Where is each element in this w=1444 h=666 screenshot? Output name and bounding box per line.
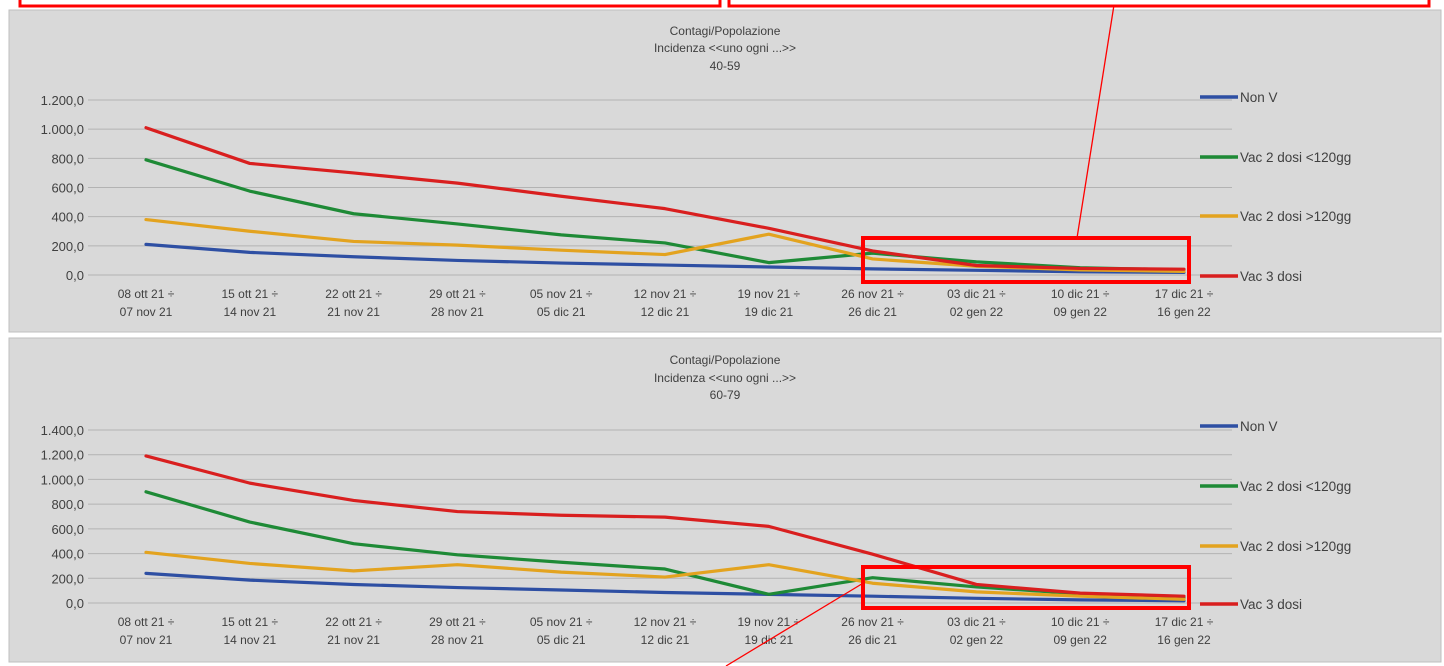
x-tick-label: 12 nov 21 ÷ [634,615,697,629]
x-tick-label: 21 nov 21 [327,633,380,647]
legend-label: Vac 2 dosi <120gg [1240,479,1351,494]
series-line [144,126,1186,271]
x-tick-label: 26 nov 21 ÷ [841,287,904,301]
series-line [144,454,1186,598]
x-tick-label: 07 nov 21 [120,633,173,647]
chart-background [8,337,1442,663]
legend-label: Non V [1240,90,1278,105]
callout-frame-right [727,0,1431,8]
annotation-connector [725,581,866,666]
callout-frame-left [18,0,722,8]
x-tick-label: 02 gen 22 [950,305,1004,319]
highlight-box [861,236,1191,284]
x-tick-label: 29 ott 21 ÷ [429,287,486,301]
y-tick-label: 0,0 [66,596,84,611]
x-tick-label: 05 dic 21 [537,305,586,319]
legend-label: Vac 2 dosi <120gg [1240,150,1351,165]
x-tick-label: 09 gen 22 [1054,633,1108,647]
y-tick-label: 200,0 [51,571,84,586]
chart-title-line: Incidenza <<uno ogni ...>> [654,41,796,55]
y-tick-label: 400,0 [51,547,84,562]
x-tick-label: 28 nov 21 [431,305,484,319]
x-tick-label: 22 ott 21 ÷ [325,287,382,301]
x-tick-label: 03 dic 21 ÷ [947,287,1006,301]
legend-label: Non V [1240,419,1278,434]
y-tick-label: 0,0 [66,268,84,283]
x-tick-label: 08 ott 21 ÷ [118,287,175,301]
x-tick-label: 05 nov 21 ÷ [530,287,593,301]
x-tick-label: 26 dic 21 [848,633,897,647]
series-line [144,550,1186,601]
legend-label: Vac 2 dosi >120gg [1240,209,1351,224]
x-tick-label: 26 dic 21 [848,305,897,319]
x-tick-label: 12 nov 21 ÷ [634,287,697,301]
y-tick-label: 1.200,0 [41,448,84,463]
chart-title-line: 40-59 [710,59,741,73]
chart-title-line: Contagi/Popolazione [670,24,781,38]
x-tick-label: 08 ott 21 ÷ [118,615,175,629]
series-line [144,571,1186,603]
x-tick-label: 05 nov 21 ÷ [530,615,593,629]
x-tick-label: 14 nov 21 [223,633,276,647]
x-tick-label: 15 ott 21 ÷ [221,287,278,301]
x-tick-label: 29 ott 21 ÷ [429,615,486,629]
x-tick-label: 16 gen 22 [1157,633,1211,647]
chart-title-line: 60-79 [710,388,741,402]
y-tick-label: 600,0 [51,522,84,537]
y-tick-label: 1.400,0 [41,423,84,438]
y-tick-label: 200,0 [51,239,84,254]
chart-title-line: Contagi/Popolazione [670,353,781,367]
y-tick-label: 400,0 [51,210,84,225]
y-tick-label: 1.000,0 [41,122,84,137]
y-tick-label: 800,0 [51,151,84,166]
x-tick-label: 19 nov 21 ÷ [737,287,800,301]
highlight-box [861,565,1191,610]
annotation-connector [1076,4,1115,239]
chart-panel-0: Contagi/Popolazione Incidenza <<uno ogni … [8,9,1442,333]
x-tick-label: 10 dic 21 ÷ [1051,615,1110,629]
series-line [144,158,1186,272]
chart-background [8,9,1442,333]
x-tick-label: 22 ott 21 ÷ [325,615,382,629]
y-tick-label: 1.200,0 [41,93,84,108]
legend-label: Vac 3 dosi [1240,597,1302,612]
x-tick-label: 19 dic 21 [744,305,793,319]
x-tick-label: 12 dic 21 [641,633,690,647]
x-tick-label: 12 dic 21 [641,305,690,319]
x-tick-label: 09 gen 22 [1054,305,1108,319]
x-tick-label: 15 ott 21 ÷ [221,615,278,629]
x-tick-label: 07 nov 21 [120,305,173,319]
chart-panel-1: Contagi/Popolazione Incidenza <<uno ogni … [8,337,1442,663]
x-tick-label: 26 nov 21 ÷ [841,615,904,629]
legend-label: Vac 2 dosi >120gg [1240,539,1351,554]
x-tick-label: 05 dic 21 [537,633,586,647]
y-tick-label: 1.000,0 [41,472,84,487]
x-tick-label: 03 dic 21 ÷ [947,615,1006,629]
x-tick-label: 02 gen 22 [950,633,1004,647]
y-tick-label: 600,0 [51,181,84,196]
x-tick-label: 17 dic 21 ÷ [1155,287,1214,301]
x-tick-label: 16 gen 22 [1157,305,1211,319]
legend-label: Vac 3 dosi [1240,269,1302,284]
x-tick-label: 21 nov 21 [327,305,380,319]
chart-title-line: Incidenza <<uno ogni ...>> [654,371,796,385]
series-line [144,490,1186,600]
x-tick-label: 14 nov 21 [223,305,276,319]
y-tick-label: 800,0 [51,497,84,512]
x-tick-label: 19 nov 21 ÷ [737,615,800,629]
x-tick-label: 17 dic 21 ÷ [1155,615,1214,629]
series-line [144,242,1186,274]
x-tick-label: 28 nov 21 [431,633,484,647]
x-tick-label: 10 dic 21 ÷ [1051,287,1110,301]
